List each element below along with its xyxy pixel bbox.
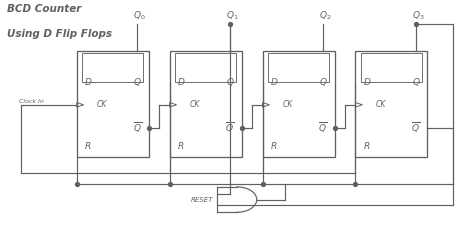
Text: D: D [85, 78, 92, 87]
Text: R: R [364, 142, 370, 151]
Text: $Q_2$: $Q_2$ [319, 10, 331, 22]
Text: R: R [271, 142, 277, 151]
Bar [82, 53, 143, 82]
Text: D: D [364, 78, 371, 87]
Text: R: R [85, 142, 91, 151]
Text: BCD Counter: BCD Counter [7, 4, 82, 14]
Text: R: R [178, 142, 184, 151]
Text: D: D [178, 78, 185, 87]
Bar [268, 53, 329, 82]
Bar [175, 53, 236, 82]
Text: CK: CK [97, 100, 108, 109]
Text: $\overline{Q}$: $\overline{Q}$ [226, 121, 235, 135]
Text: Using D Flip Flops: Using D Flip Flops [7, 29, 112, 39]
Bar [77, 51, 149, 157]
Text: CK: CK [190, 100, 201, 109]
Text: CK: CK [376, 100, 386, 109]
Text: $Q_1$: $Q_1$ [226, 10, 238, 22]
Text: $\overline{Q}$: $\overline{Q}$ [411, 121, 420, 135]
Text: $\overline{Q}$: $\overline{Q}$ [133, 121, 142, 135]
Text: $Q_3$: $Q_3$ [412, 10, 424, 22]
Text: RESET: RESET [191, 197, 214, 202]
Text: Q: Q [134, 78, 141, 87]
Text: Q: Q [227, 78, 234, 87]
Text: CK: CK [283, 100, 293, 109]
Text: Q: Q [319, 78, 327, 87]
Text: Q: Q [412, 78, 419, 87]
Bar [170, 51, 242, 157]
Text: D: D [271, 78, 278, 87]
Text: $\overline{Q}$: $\overline{Q}$ [319, 121, 328, 135]
Bar [263, 51, 335, 157]
Bar [361, 53, 422, 82]
Text: $Q_0$: $Q_0$ [133, 10, 146, 22]
Bar [356, 51, 428, 157]
Text: Clock In: Clock In [18, 99, 44, 104]
